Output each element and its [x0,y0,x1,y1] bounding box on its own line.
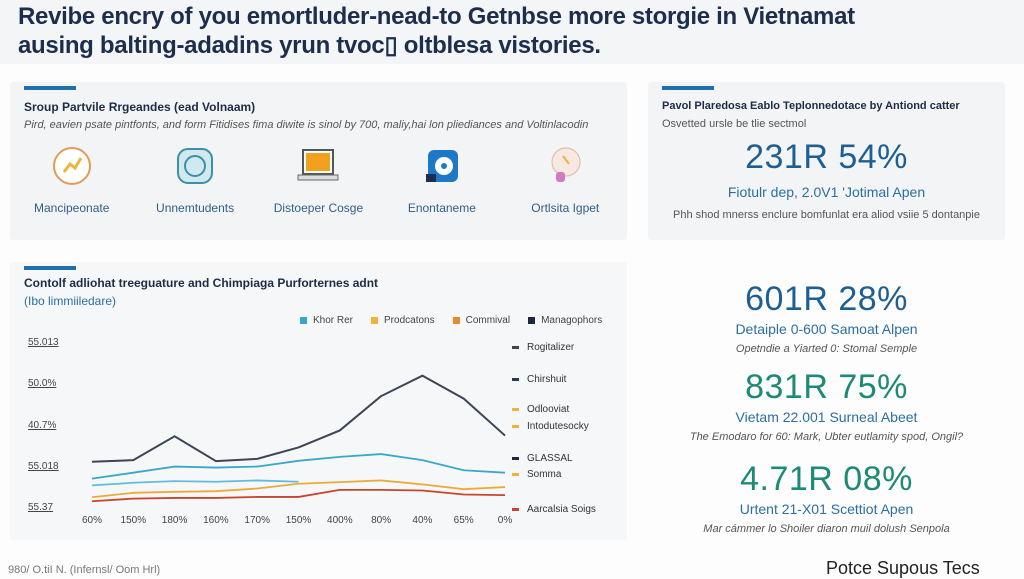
legend-swatch [300,316,307,324]
legend-label: GLASSAL [527,453,573,464]
accent-bar [662,86,714,90]
stat-value: 601R 28% [745,280,908,318]
legend-swatch [528,316,536,324]
x-tick-label: 80% [371,515,392,526]
legend-swatch [512,507,519,511]
camera-device-icon [425,150,458,182]
stat-note: Opetndie a Yiarted 0: Stomal Semple [735,343,918,355]
stat-note: The Emodaro for 60: Mark, Ubter eutlamit… [689,431,964,443]
legend-label: Aarcalsia Soigs [527,504,596,515]
segments-card: Sroup Partvile Rrgeandes (ead Volnaam) P… [10,82,627,240]
summary-label: Fiotulr dep, 2.0V1 'Jotimal Apen [727,184,926,200]
legend-item: Aarcalsia Soigs [512,504,596,515]
legend-label: Odlooviat [527,404,570,415]
chart-legend-top: Khor Rer Prodcatons Commival Managophors [300,315,602,326]
legend-item: Rogitalizer [512,342,574,353]
summary-card: Pavol Plaredosa Eablo Teplonnedotace by … [648,82,1005,240]
stat-block: 4.71R 08% Urtent 21-X01 Scettiot Apen Ma… [648,460,1005,535]
series-line-khor-rer [91,453,506,480]
growth-chart-icon [52,147,91,185]
chart-subtitle: (Ibo limmiiledare) [24,294,117,308]
legend-label: Somma [527,469,562,480]
segment-item[interactable]: Mancipeonate [17,142,127,215]
legend-swatch [512,472,519,476]
x-tick-label: 150% [120,515,147,526]
legend-swatch [512,407,519,411]
brand-logo: Potce Supous Tecs [826,558,980,578]
stat-value: 4.71R 08% [740,460,913,498]
accent-bar [24,86,76,90]
legend-swatch [512,456,519,460]
segment-item[interactable]: Enontaneme [387,142,497,215]
segment-item[interactable]: Distoeper Cosge [263,142,373,215]
stat-label: Vietam 22.001 Surneal Abeet [735,409,918,425]
student-badge-icon [177,148,214,184]
series-line-khor-rer-2 [91,479,299,487]
y-tick-label: 55.013 [28,337,59,348]
legend-label: Rogitalizer [527,342,575,353]
x-tick-label: 150% [285,515,312,526]
legend-item: Somma [512,469,561,480]
y-tick-label: 55.37 [28,502,54,513]
legend-label: Khor Rer [313,315,354,326]
accent-bar [24,266,76,270]
y-tick-label: 40.7% [28,419,57,431]
legend-item: Khor Rer [300,315,353,326]
x-tick-label: 65% [453,515,474,526]
stat-block: 831R 75% Vietam 22.001 Surneal Abeet The… [648,368,1005,443]
legend-swatch [512,424,519,428]
series-line-prodcatons [91,479,506,499]
stat-value: 831R 75% [745,368,908,406]
summary-subtitle: Osvetted ursle be tlie sectmol [662,118,807,130]
legend-item: Managophors [528,315,602,326]
legend-swatch [452,316,460,324]
legend-label: Chirshuit [527,374,567,385]
laptop-icon [297,149,339,181]
summary-note: Phh shod mnerss enclure bomfunlat era al… [673,209,980,221]
segment-item[interactable]: Unnemtudents [140,142,250,215]
y-tick-label: 50.0% [28,378,57,390]
summary-title: Pavol Plaredosa Eablo Teplonnedotace by … [662,100,960,112]
headline-line-2: ausing balting-adadins yrun tvoc▯ oltble… [18,32,601,59]
page-header: Revibe encry of you emortluder-nead-to G… [0,0,1024,64]
x-tick-label: 160% [203,515,229,526]
stat-label: Detaiple 0-600 Samoat Alpen [735,321,918,337]
x-tick-label: 400% [327,515,353,526]
legend-label: Prodcatons [384,315,435,326]
legend-item: Prodcatons [371,315,435,326]
legend-label: Commival [465,315,511,326]
legend-swatch [512,377,519,381]
legend-item: Intodutesocky [512,421,589,432]
legend-item: Chirshuit [512,374,566,385]
series-line-commival [91,488,506,503]
legend-swatch [512,345,519,349]
segments-subtitle: Pird, eavien psate pintfonts, and form F… [24,119,589,131]
stat-block: 601R 28% Detaiple 0-600 Samoat Alpen Ope… [648,280,1005,355]
legend-label: Intodutesocky [527,421,589,432]
legend-item: Commival [452,315,511,326]
summary-value: 231R 54% [745,138,908,176]
source-note: 980/ O.tiI N. (Infernsl/ Oom Hrl) [8,564,161,576]
x-tick-label: 60% [81,515,103,526]
legend-label: Managophors [541,315,603,326]
series-line-managophors [91,374,506,463]
x-tick-label: 170% [244,515,270,526]
headline-line-1: Revibe encry of you emortluder-nead-to G… [18,3,855,30]
legend-item: GLASSAL [512,453,573,464]
stat-note: Mar cámmer lo Shoiler diaron muil dolush… [703,523,950,535]
stat-label: Urtent 21-X01 Scettiot Apen [739,501,914,517]
segments-title: Sroup Partvile Rrgeandes (ead Volnaam) [24,100,256,114]
brain-icon [551,147,581,182]
x-tick-label: 40% [412,515,433,526]
legend-swatch [371,316,379,324]
x-tick-label: 180% [161,515,188,526]
chart-title: Contolf adliohat treeguature and Chimpia… [24,276,379,290]
x-tick-label: 0% [497,515,513,526]
legend-item: Odlooviat [512,404,569,415]
segment-item[interactable]: Ortlsita Igpet [510,142,620,215]
y-tick-label: 55.018 [28,460,59,472]
